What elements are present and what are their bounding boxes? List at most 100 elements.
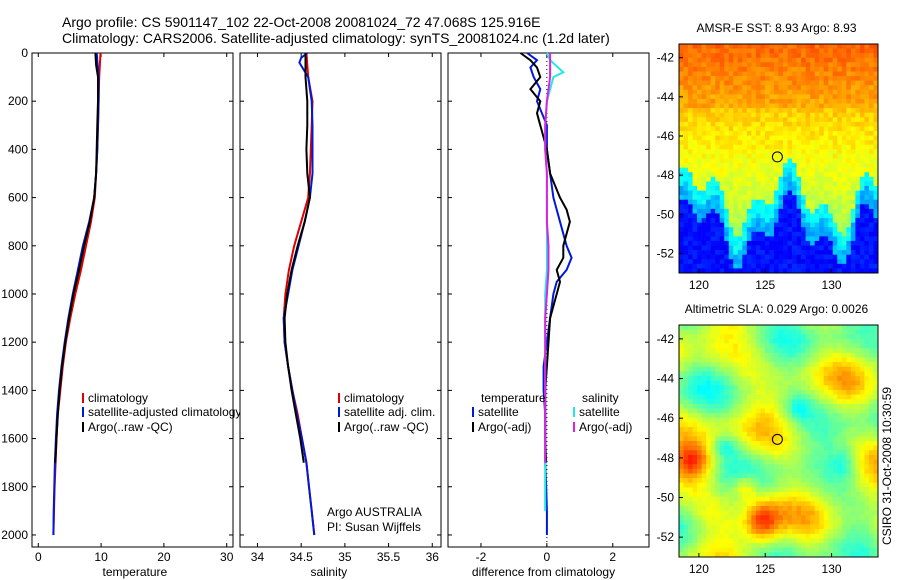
- sla-cell: [823, 427, 829, 433]
- sst-cell: [742, 190, 748, 196]
- sla-cell: [868, 334, 874, 340]
- sst-cell: [733, 181, 739, 187]
- sst-cell: [710, 231, 716, 237]
- sst-cell: [873, 85, 879, 91]
- sla-cell: [697, 450, 702, 456]
- sla-cell: [719, 357, 725, 363]
- sst-cell: [868, 163, 874, 168]
- temperature-ytick-label: 1800: [1, 480, 28, 494]
- sla-cell: [755, 376, 761, 381]
- sla-cell: [755, 334, 761, 340]
- sst-cell: [805, 57, 811, 63]
- sla-cell: [760, 334, 766, 340]
- sla-cell: [760, 338, 766, 344]
- sst-cell: [719, 53, 725, 59]
- sst-cell: [706, 85, 711, 91]
- sst-cell: [796, 204, 802, 210]
- sla-cell: [692, 427, 698, 433]
- sst-cell: [710, 53, 716, 59]
- sst-cell: [715, 199, 720, 205]
- sla-cell: [796, 413, 802, 419]
- sla-cell: [873, 362, 879, 368]
- sst-cell: [873, 112, 879, 118]
- sla-cell: [760, 371, 766, 377]
- sst-cell: [719, 254, 725, 260]
- sla-cell: [837, 348, 843, 354]
- sst-cell: [737, 231, 743, 237]
- sla-cell: [755, 464, 761, 470]
- sst-cell: [773, 144, 779, 150]
- sla-cell: [764, 366, 770, 372]
- sst-cell: [679, 117, 684, 123]
- sst-cell: [733, 121, 739, 127]
- sst-cell: [728, 103, 734, 109]
- sla-cell: [755, 366, 761, 372]
- sst-cell: [760, 195, 766, 201]
- sst-cell: [814, 185, 820, 191]
- sla-cell: [823, 450, 829, 456]
- sla-cell: [864, 385, 870, 391]
- sst-cell: [742, 176, 748, 182]
- sst-cell: [706, 112, 711, 118]
- sst-cell: [679, 268, 684, 274]
- sla-cell: [864, 459, 870, 465]
- sla-cell: [810, 329, 815, 335]
- sst-cell: [755, 190, 761, 196]
- sst-cell: [841, 53, 847, 59]
- sla-cell: [783, 413, 788, 419]
- sla-cell: [683, 454, 689, 460]
- sst-cell: [773, 240, 779, 246]
- sla-cell: [692, 533, 698, 539]
- sla-cell: [683, 366, 689, 372]
- sla-cell: [701, 501, 707, 507]
- sla-cell: [679, 394, 684, 400]
- sst-cell: [868, 167, 874, 173]
- sst-cell: [796, 85, 802, 91]
- sla-cell: [823, 371, 829, 377]
- sla-cell: [737, 519, 743, 525]
- sst-cell: [683, 98, 689, 104]
- sst-cell: [855, 44, 861, 49]
- sla-cell: [724, 529, 730, 535]
- sst-cell: [724, 94, 730, 100]
- sst-cell: [805, 44, 811, 49]
- sst-cell: [859, 44, 865, 49]
- sst-cell: [737, 190, 743, 196]
- sla-cell: [814, 403, 820, 409]
- sst-cell: [783, 254, 788, 260]
- sla-cell: [764, 357, 770, 363]
- sst-cell: [814, 140, 820, 146]
- sst-cell: [724, 126, 730, 132]
- sla-cell: [769, 543, 775, 549]
- sla-cell: [805, 505, 811, 511]
- sla-cell: [760, 445, 766, 451]
- sla-cell: [719, 394, 725, 400]
- sla-cell: [701, 515, 707, 521]
- sla-cell: [760, 362, 766, 368]
- sst-cell: [751, 121, 757, 127]
- sst-cell: [868, 57, 874, 63]
- sst-cell: [742, 85, 748, 91]
- sst-cell: [719, 172, 725, 178]
- sst-cell: [832, 53, 838, 59]
- sla-cell: [855, 427, 861, 433]
- sst-cell: [850, 66, 856, 72]
- sst-cell: [850, 185, 856, 191]
- sst-cell: [706, 254, 711, 260]
- sla-cell: [769, 501, 775, 507]
- sla-cell: [764, 352, 770, 358]
- sla-cell: [778, 505, 784, 511]
- sst-cell: [873, 158, 879, 164]
- difference-series-t_argo: [519, 52, 571, 463]
- sla-cell: [764, 441, 770, 446]
- sla-cell: [683, 529, 689, 535]
- sst-cell: [728, 185, 734, 191]
- sla-cell: [719, 441, 725, 446]
- sst-cell: [706, 103, 711, 109]
- sst-cell: [701, 263, 707, 269]
- sst-cell: [688, 245, 693, 251]
- sla-cell: [801, 510, 806, 516]
- sst-cell: [755, 57, 761, 63]
- sla-cell: [778, 427, 784, 433]
- sst-cell: [760, 85, 766, 91]
